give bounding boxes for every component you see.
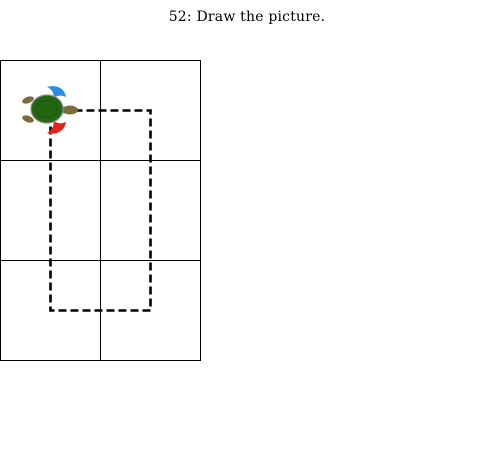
target-path: [49, 109, 152, 312]
grid: [0, 60, 201, 361]
turtle-shell-pattern: [36, 100, 58, 118]
turtle-shell: [30, 94, 64, 124]
turtle-rear-leg: [22, 115, 34, 123]
turtle-front-flipper: [47, 86, 66, 99]
puzzle-title: 52: Draw the picture.: [168, 9, 326, 25]
turtle-back-flipper: [47, 120, 66, 134]
turtle-head: [62, 105, 78, 115]
turtle-icon: [22, 86, 78, 134]
turtle-rear-leg: [22, 96, 34, 104]
